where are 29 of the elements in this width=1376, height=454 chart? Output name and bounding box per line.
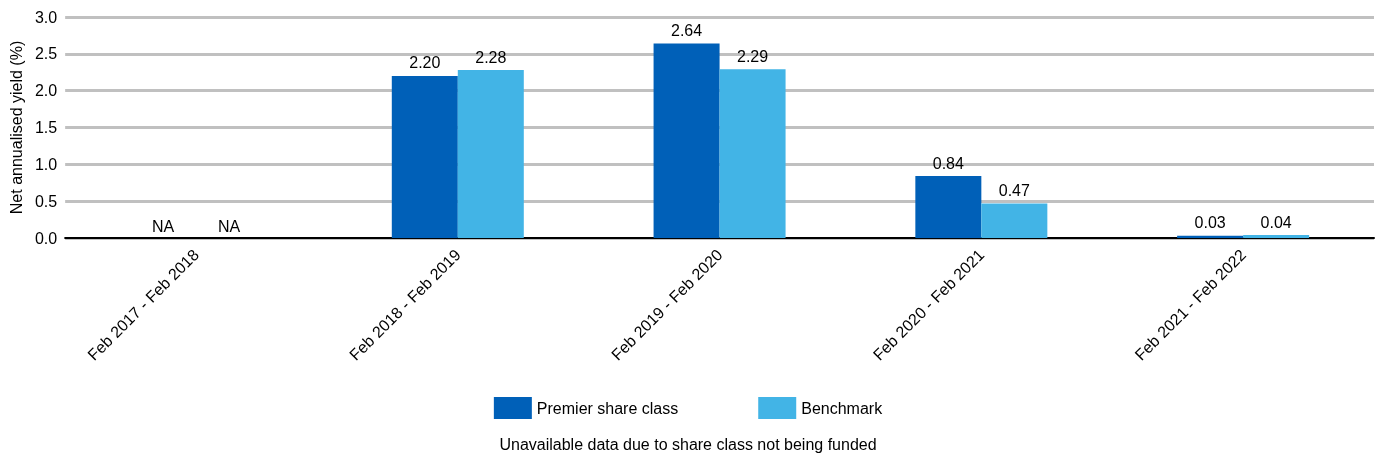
y-tick-label: 3.0 <box>34 8 58 26</box>
data-label: 2.28 <box>475 48 507 66</box>
y-axis-title: Net annualised yield (%) <box>7 40 25 215</box>
text: NA <box>151 217 175 235</box>
legend-label: Premier share class <box>536 399 679 417</box>
text: NA <box>217 217 241 235</box>
data-label: 0.03 <box>1194 214 1226 232</box>
bar <box>1243 235 1310 238</box>
y-tick-label: 2.0 <box>34 82 58 100</box>
y-tick-label: 2.5 <box>34 45 58 63</box>
y-tick-label: 1.0 <box>34 155 58 173</box>
bar <box>391 75 458 238</box>
y-tick-label: 0.0 <box>34 229 58 247</box>
data-label: 2.29 <box>737 47 769 65</box>
bar <box>915 176 982 238</box>
bar <box>981 203 1048 238</box>
data-label: 0.47 <box>998 181 1031 199</box>
bar <box>1177 235 1244 238</box>
data-label: 2.20 <box>409 54 441 72</box>
data-label: 2.64 <box>671 22 703 40</box>
bar <box>653 43 720 238</box>
text: Unavailable data due to share class not being funded <box>499 435 877 453</box>
bar <box>457 70 524 238</box>
legend-label: Benchmark <box>801 399 884 417</box>
y-tick-label: 0.5 <box>34 192 58 210</box>
data-label: 0.84 <box>932 154 965 172</box>
bar <box>719 69 786 238</box>
data-label: 0.04 <box>1260 213 1292 231</box>
y-tick-label: 1.5 <box>34 119 58 136</box>
